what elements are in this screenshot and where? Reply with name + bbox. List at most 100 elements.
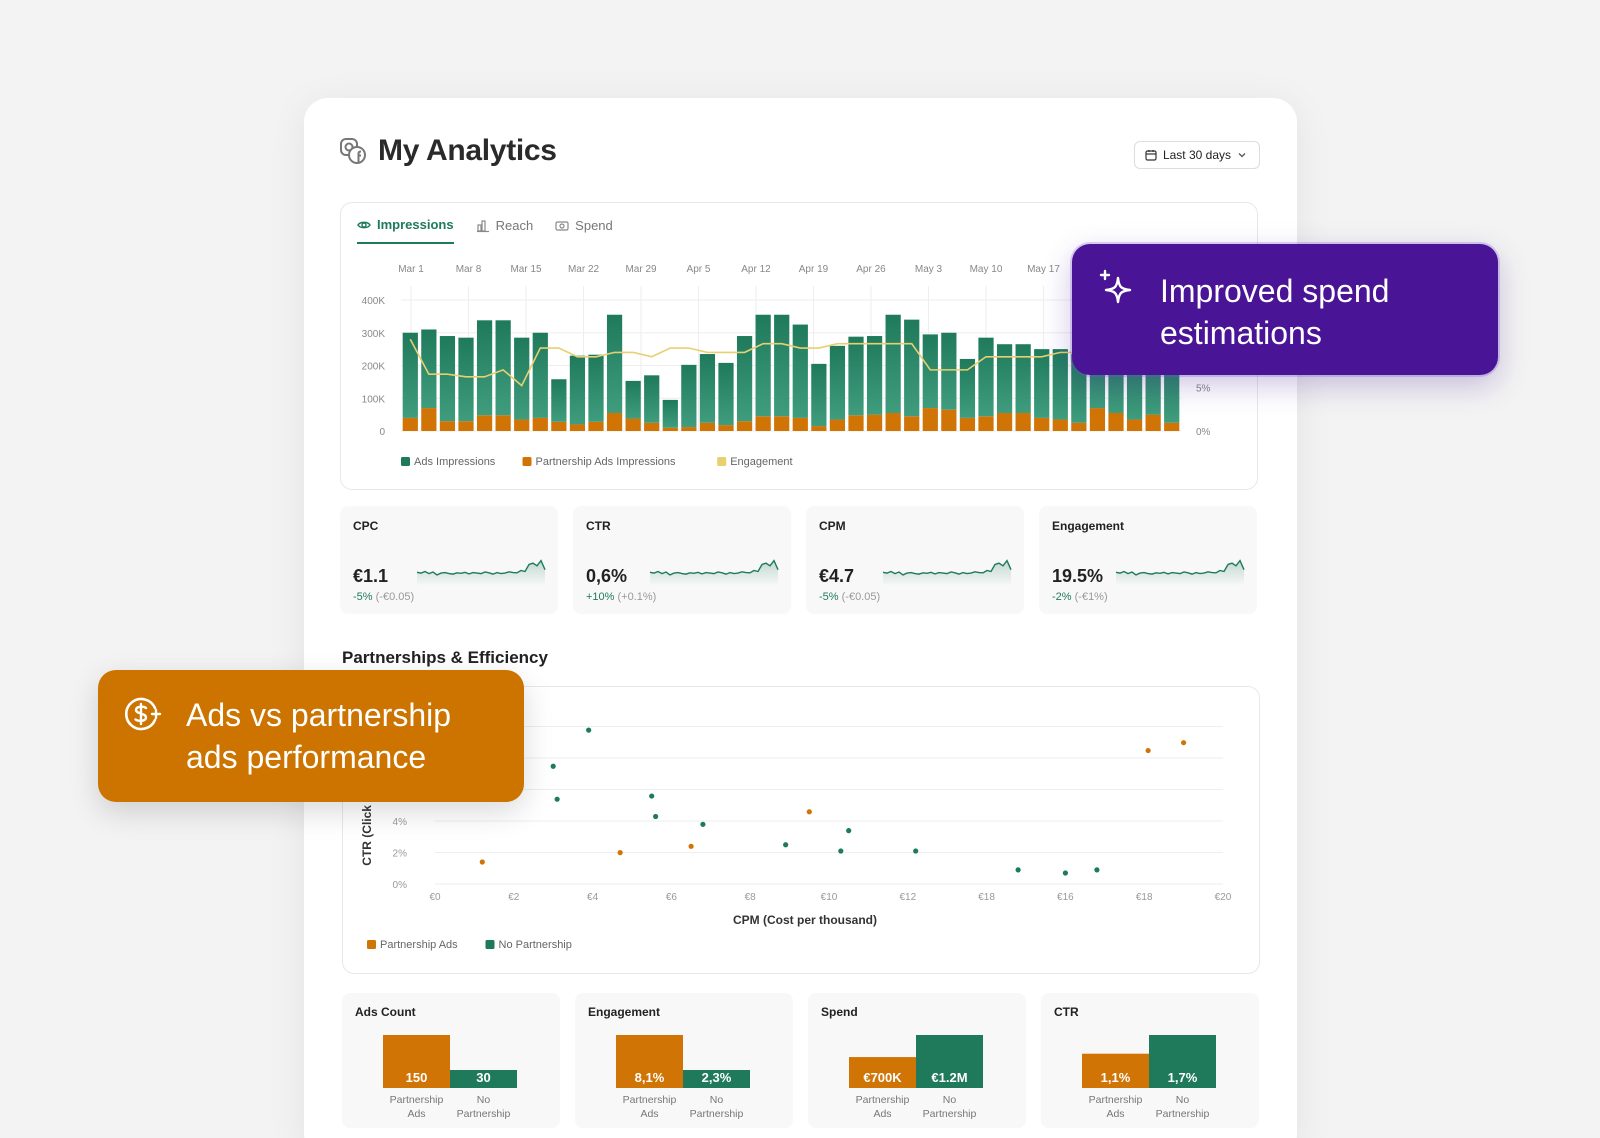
ads-impressions-bar [959,358,976,418]
x-tick-label: Apr 26 [856,264,886,275]
legend-swatch [717,457,727,466]
partnership-impressions-bar [792,417,808,431]
partnership-point [806,809,812,815]
legend-label: Partnership Ads [380,939,458,951]
bar-category-label: Partnership [856,1094,910,1106]
x-tick-label: €18 [978,892,995,903]
ads-impressions-bar [495,320,511,416]
ads-impressions-bar [1034,349,1050,418]
kpi-card-cpc: CPC €1.1 -5% (-€0.05) [340,506,558,614]
kpi-delta-abs: (-€1%) [1074,591,1108,603]
ads-impressions-bar [402,332,418,418]
callout-spend-estimations: Improved spend estimations [1072,244,1498,375]
kpi-sparkline [649,559,779,586]
bar-value-label: 8,1% [635,1070,665,1085]
ads-impressions-bar [458,337,474,422]
tab-impressions[interactable]: Impressions [357,217,454,244]
kpi-sparkline [1115,559,1245,586]
y-tick-label: 4% [393,817,408,828]
partnership-impressions-bar [736,421,753,431]
ads-impressions-bar [848,336,864,416]
tab-label: Reach [495,218,534,233]
kpi-delta-abs: (+0.1%) [617,591,657,603]
x-tick-label: €10 [821,892,838,903]
ads-impressions-bar [996,344,1013,413]
sparkline-area [883,560,1011,586]
bar-category-label: Ads [873,1108,891,1120]
ads-impressions-bar [551,379,567,422]
kpi-delta-pct: -2% [1052,591,1072,603]
bar-category-label: Partnership [923,1108,977,1120]
sparkline [882,559,1012,576]
bar-chart-icon [476,219,489,232]
x-tick-label: €6 [666,892,678,903]
partnership-impressions-bar [644,422,660,431]
tab-reach[interactable]: Reach [476,217,534,244]
no-partnership-bar [450,1070,517,1088]
partnership-bar [383,1035,450,1088]
tab-spend[interactable]: Spend [555,217,613,244]
partnership-impressions-bar [439,421,456,431]
dollar-plus-icon [124,697,162,731]
ads-impressions-bar [811,363,827,427]
ads-impressions-bar [514,337,530,420]
bar-value-label: 30 [476,1070,490,1085]
x-tick-label: €12 [899,892,916,903]
tab-label: Spend [575,218,613,233]
compare-chart: €700K Partnership Ads €1.2M No Partnership [849,1035,983,1120]
legend-swatch [367,940,376,949]
impressions-chart: 400K 300K 200K 100K 0 Mar 1 Mar 8 Mar 15 Mar 22 M… [362,264,1211,468]
kpi-delta-pct: -5% [819,591,839,603]
kpi-card-ctr: CTR 0,6% +10% (+0.1%) [573,506,791,614]
page-title: My Analytics [378,134,557,167]
partnership-point [479,859,485,865]
ads-impressions-bar [662,399,678,428]
date-range-label: Last 30 days [1162,148,1231,162]
partnership-impressions-bar [699,422,716,431]
no-partnership-bar [683,1070,750,1088]
callout-ads-performance: Ads vs partnership ads performance [98,670,524,802]
bar-category-label: No [477,1094,491,1106]
kpi-delta: -5% (-€0.05) [819,591,880,603]
no-partnership-point [838,848,844,854]
partnership-bar [849,1057,916,1088]
sparkline-area [650,560,778,586]
date-range-button[interactable]: Last 30 days [1133,141,1260,169]
partnership-impressions-bar [495,415,511,431]
ads-impressions-bar [774,314,790,417]
no-partnership-point [1015,867,1021,873]
x-tick-label: Apr 19 [799,264,829,275]
ads-impressions-bar [606,314,623,413]
kpi-delta: +10% (+0.1%) [586,591,656,603]
ads-impressions-bar [718,362,734,426]
partnership-point [1181,740,1187,746]
kpi-delta-pct: -5% [353,591,373,603]
x-tick-label: €20 [1215,892,1232,903]
partnership-impressions-bar [1108,412,1124,431]
engagement-line [409,338,1172,387]
compare-chart: 150 Partnership Ads 30 No Partnership [383,1035,517,1120]
bar-category-label: Ads [407,1108,425,1120]
sparkline-area [417,560,545,586]
bar-category-label: No [1176,1094,1190,1106]
x-tick-label: Mar 29 [625,264,657,275]
metric-tabs: Impressions Reach Spend [357,217,635,244]
x-tick-label: Mar 8 [456,264,482,275]
kpi-label: Engagement [1052,519,1125,533]
legend-label: No Partnership [499,939,572,951]
kpi-delta-pct: +10% [586,591,615,603]
legend-swatch [401,457,410,466]
ads-impressions-bar [532,332,548,418]
partnership-impressions-bar [904,416,920,431]
no-partnership-point [846,828,852,834]
kpi-label: CTR [586,519,611,533]
compare-card-engagement: Engagement 8,1% Partnership Ads 2,3% No Partn… [575,993,793,1128]
ads-impressions-bar [755,314,771,417]
chevron-down-icon [1238,153,1246,158]
tab-label: Impressions [377,217,454,232]
bar-category-label: Partnership [457,1108,511,1120]
x-tick-label: €16 [1057,892,1074,903]
ads-impressions-bar [421,329,437,409]
legend-swatch [522,457,532,466]
no-partnership-point [1094,867,1100,873]
